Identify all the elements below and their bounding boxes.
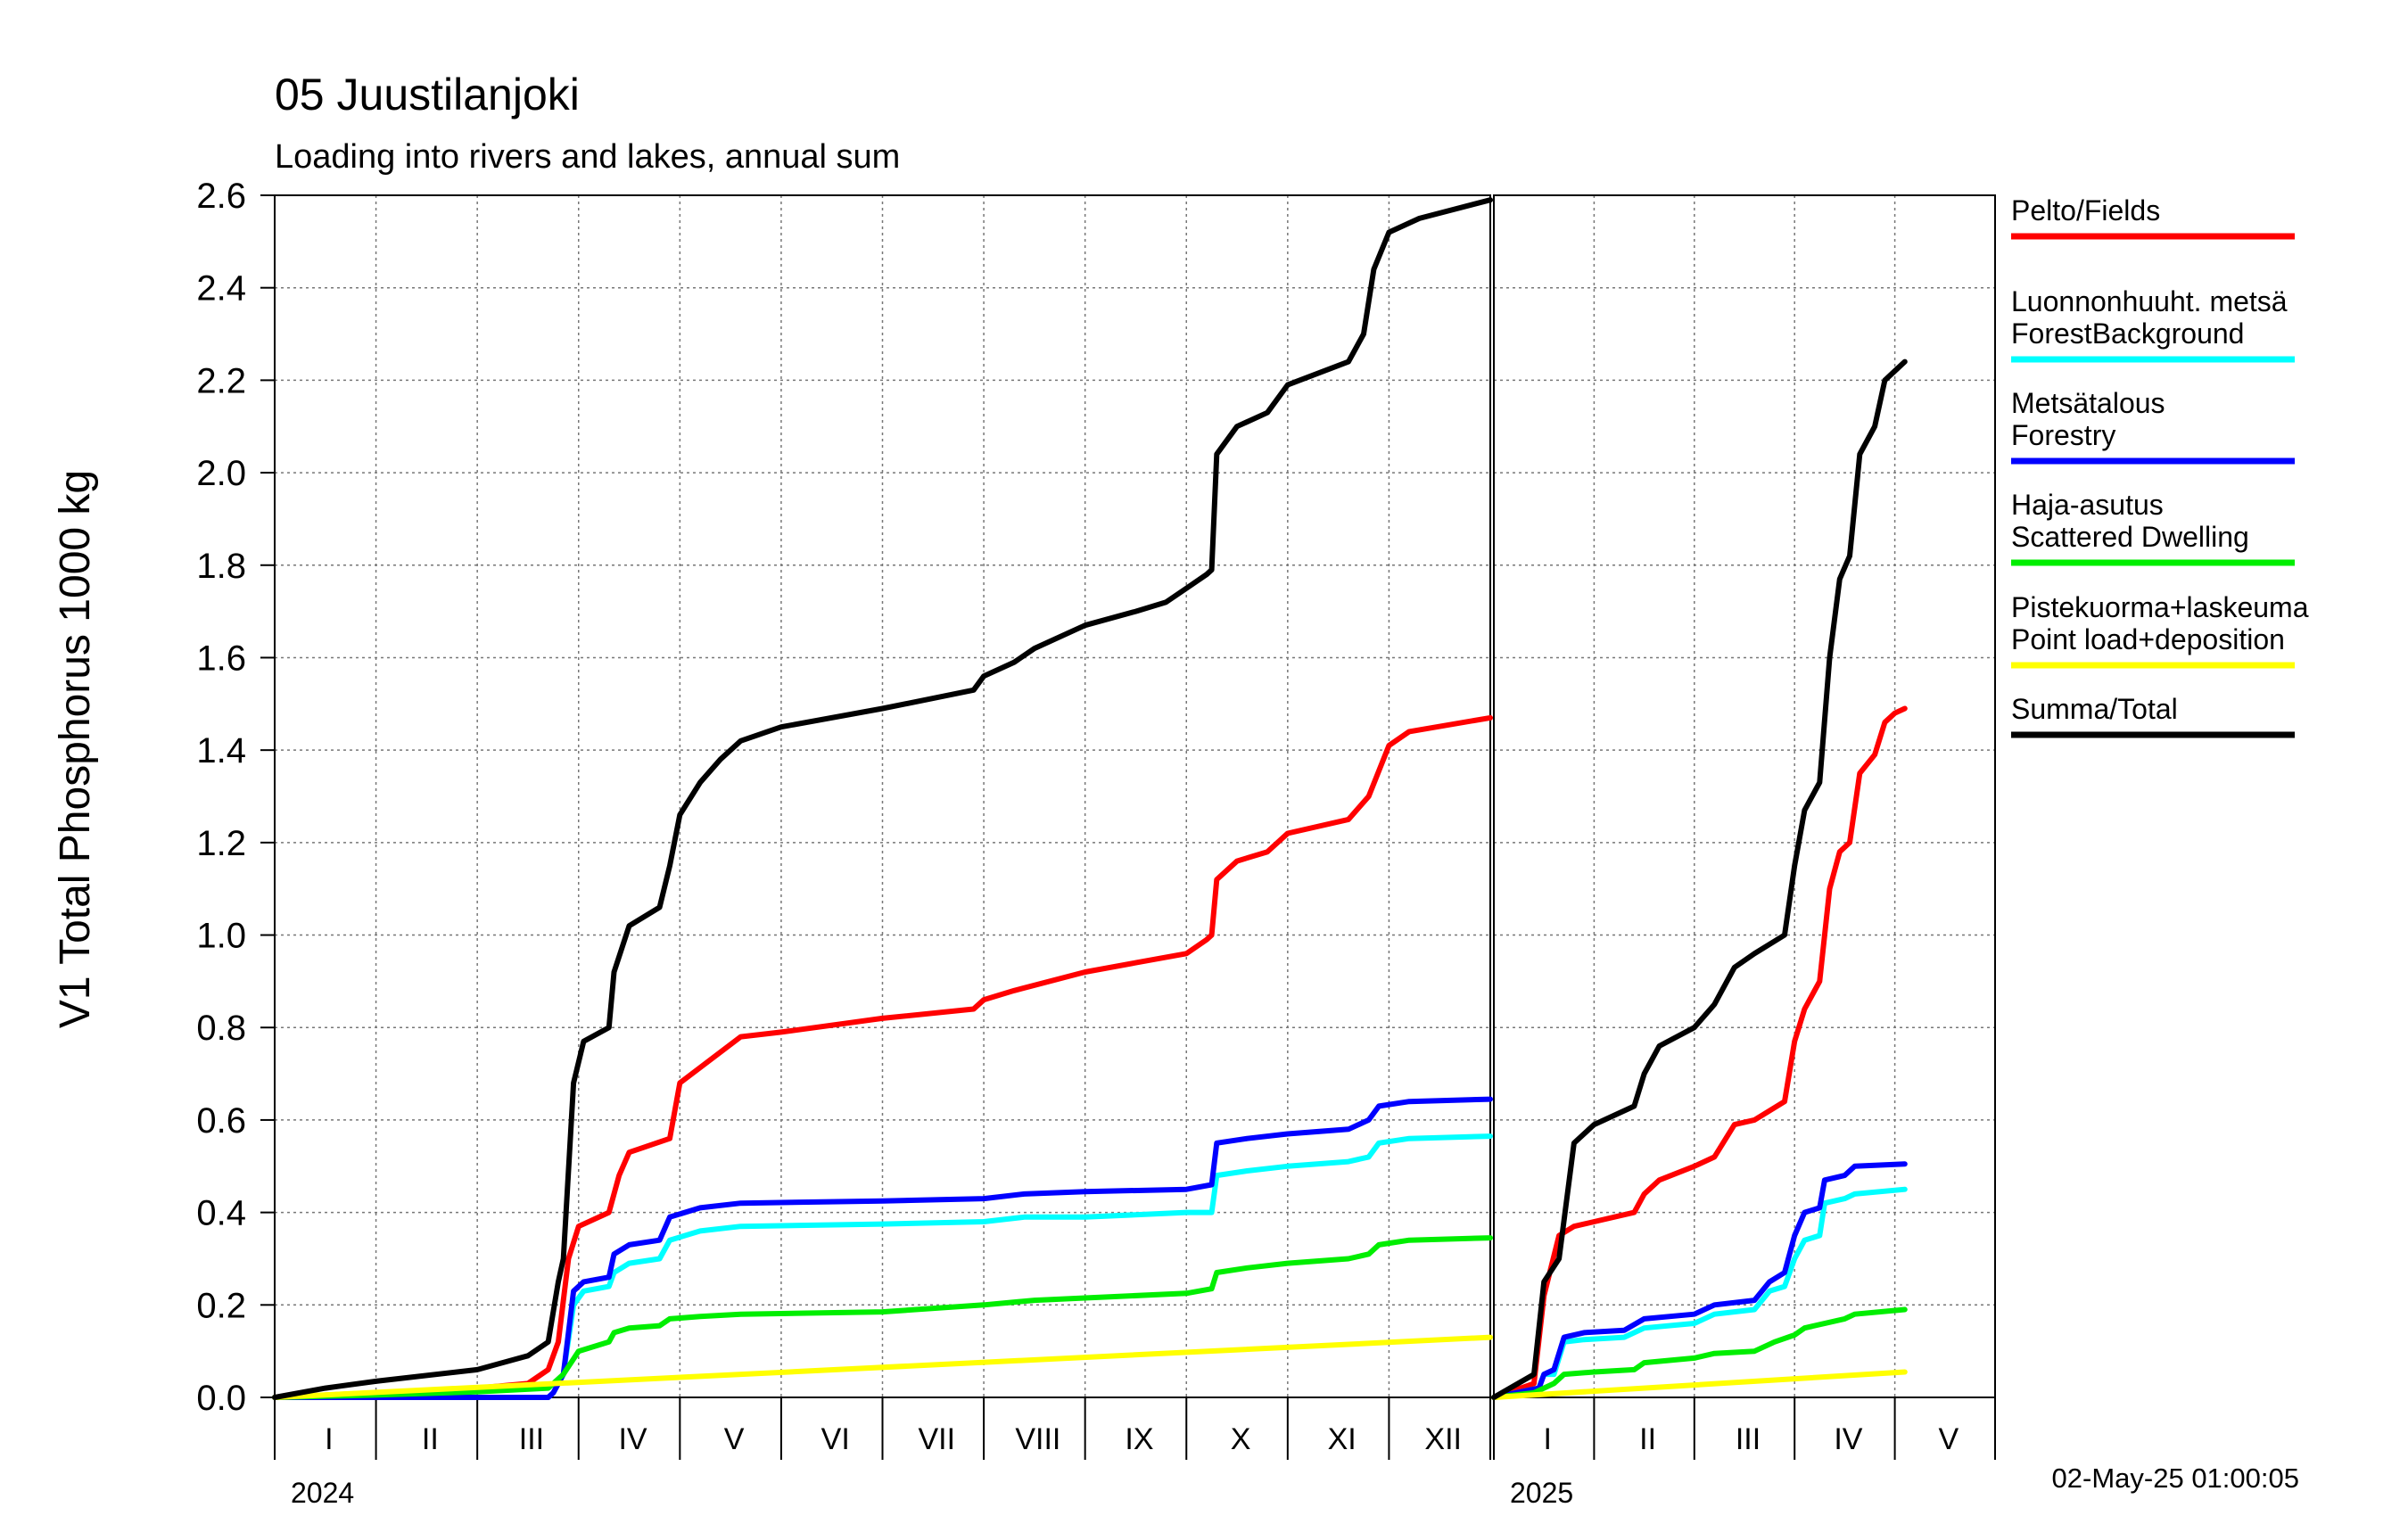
month-label: II bbox=[1639, 1422, 1656, 1456]
month-label: III bbox=[519, 1422, 544, 1456]
year-label: 2024 bbox=[291, 1477, 354, 1509]
month-label: V bbox=[1938, 1422, 1959, 1456]
y-tick-label: 0.4 bbox=[196, 1194, 246, 1233]
y-tick-label: 0.2 bbox=[196, 1286, 246, 1325]
series-line bbox=[272, 714, 1493, 1400]
timestamp: 02-May-25 01:00:05 bbox=[2052, 1462, 2299, 1494]
month-label: VII bbox=[919, 1422, 956, 1456]
chart-title: 05 Juustilanjoki bbox=[275, 70, 580, 119]
data-series bbox=[272, 197, 1908, 1400]
month-label: VI bbox=[821, 1422, 850, 1456]
y-tick-label: 0.6 bbox=[196, 1101, 246, 1141]
legend-label: Forestry bbox=[2011, 419, 2115, 451]
y-axis-ticks: 0.0 0.2 0.4 0.6 0.8 1.0 1.2 1.4 1.6 1.8 2.0 2.2 2.4 2… bbox=[196, 177, 275, 1418]
gridlines bbox=[275, 194, 1995, 1398]
month-label: IV bbox=[618, 1422, 647, 1456]
y-tick-label: 2.0 bbox=[196, 454, 246, 493]
series-line bbox=[1491, 1161, 1908, 1400]
series-line bbox=[272, 197, 1493, 1400]
series-line bbox=[1491, 358, 1908, 1400]
month-label: VIII bbox=[1015, 1422, 1060, 1456]
legend-label: Haja-asutus bbox=[2011, 489, 2164, 521]
y-tick-label: 2.6 bbox=[196, 177, 246, 216]
series-line bbox=[1491, 1369, 1908, 1400]
y-tick-label: 0.0 bbox=[196, 1379, 246, 1418]
month-label: I bbox=[325, 1422, 333, 1456]
month-label: II bbox=[422, 1422, 439, 1456]
legend-label: Luonnonhuuht. metsä bbox=[2011, 285, 2288, 317]
y-tick-label: 1.0 bbox=[196, 917, 246, 956]
legend-label: Metsätalous bbox=[2011, 387, 2165, 419]
legend-label: Point load+deposition bbox=[2011, 623, 2285, 655]
chart-subtitle: Loading into rivers and lakes, annual su… bbox=[275, 138, 900, 176]
series-line bbox=[1491, 705, 1908, 1400]
month-label: IX bbox=[1125, 1422, 1153, 1456]
legend: Pelto/Fields Luonnonhuuht. metsäForestBac… bbox=[2011, 194, 2309, 738]
series-line bbox=[272, 1096, 1493, 1400]
y-tick-label: 2.2 bbox=[196, 361, 246, 400]
month-label: IV bbox=[1834, 1422, 1862, 1456]
month-label: XII bbox=[1424, 1422, 1462, 1456]
series-line bbox=[272, 1334, 1493, 1400]
series-line bbox=[272, 1235, 1493, 1400]
month-label: XI bbox=[1328, 1422, 1357, 1456]
legend-label: ForestBackground bbox=[2011, 317, 2244, 350]
series-line bbox=[1491, 1306, 1908, 1400]
plot-frame bbox=[1493, 194, 1996, 1398]
legend-label: Pistekuorma+laskeuma bbox=[2011, 591, 2309, 623]
series-line bbox=[272, 1133, 1493, 1400]
y-axis-label: V1 Total Phosphorus 1000 kg bbox=[52, 470, 99, 1028]
month-label: V bbox=[724, 1422, 745, 1456]
y-tick-label: 1.6 bbox=[196, 639, 246, 678]
year-label: 2025 bbox=[1510, 1477, 1573, 1509]
legend-label: Summa/Total bbox=[2011, 693, 2178, 725]
month-label: X bbox=[1231, 1422, 1251, 1456]
month-label: III bbox=[1736, 1422, 1761, 1456]
y-tick-label: 1.4 bbox=[196, 731, 246, 770]
legend-label: Pelto/Fields bbox=[2011, 194, 2160, 227]
y-tick-label: 1.2 bbox=[196, 824, 246, 863]
y-tick-label: 1.8 bbox=[196, 547, 246, 586]
y-tick-label: 0.8 bbox=[196, 1009, 246, 1048]
legend-label: Scattered Dwelling bbox=[2011, 521, 2249, 553]
month-label: I bbox=[1543, 1422, 1551, 1456]
y-tick-label: 2.4 bbox=[196, 269, 246, 309]
